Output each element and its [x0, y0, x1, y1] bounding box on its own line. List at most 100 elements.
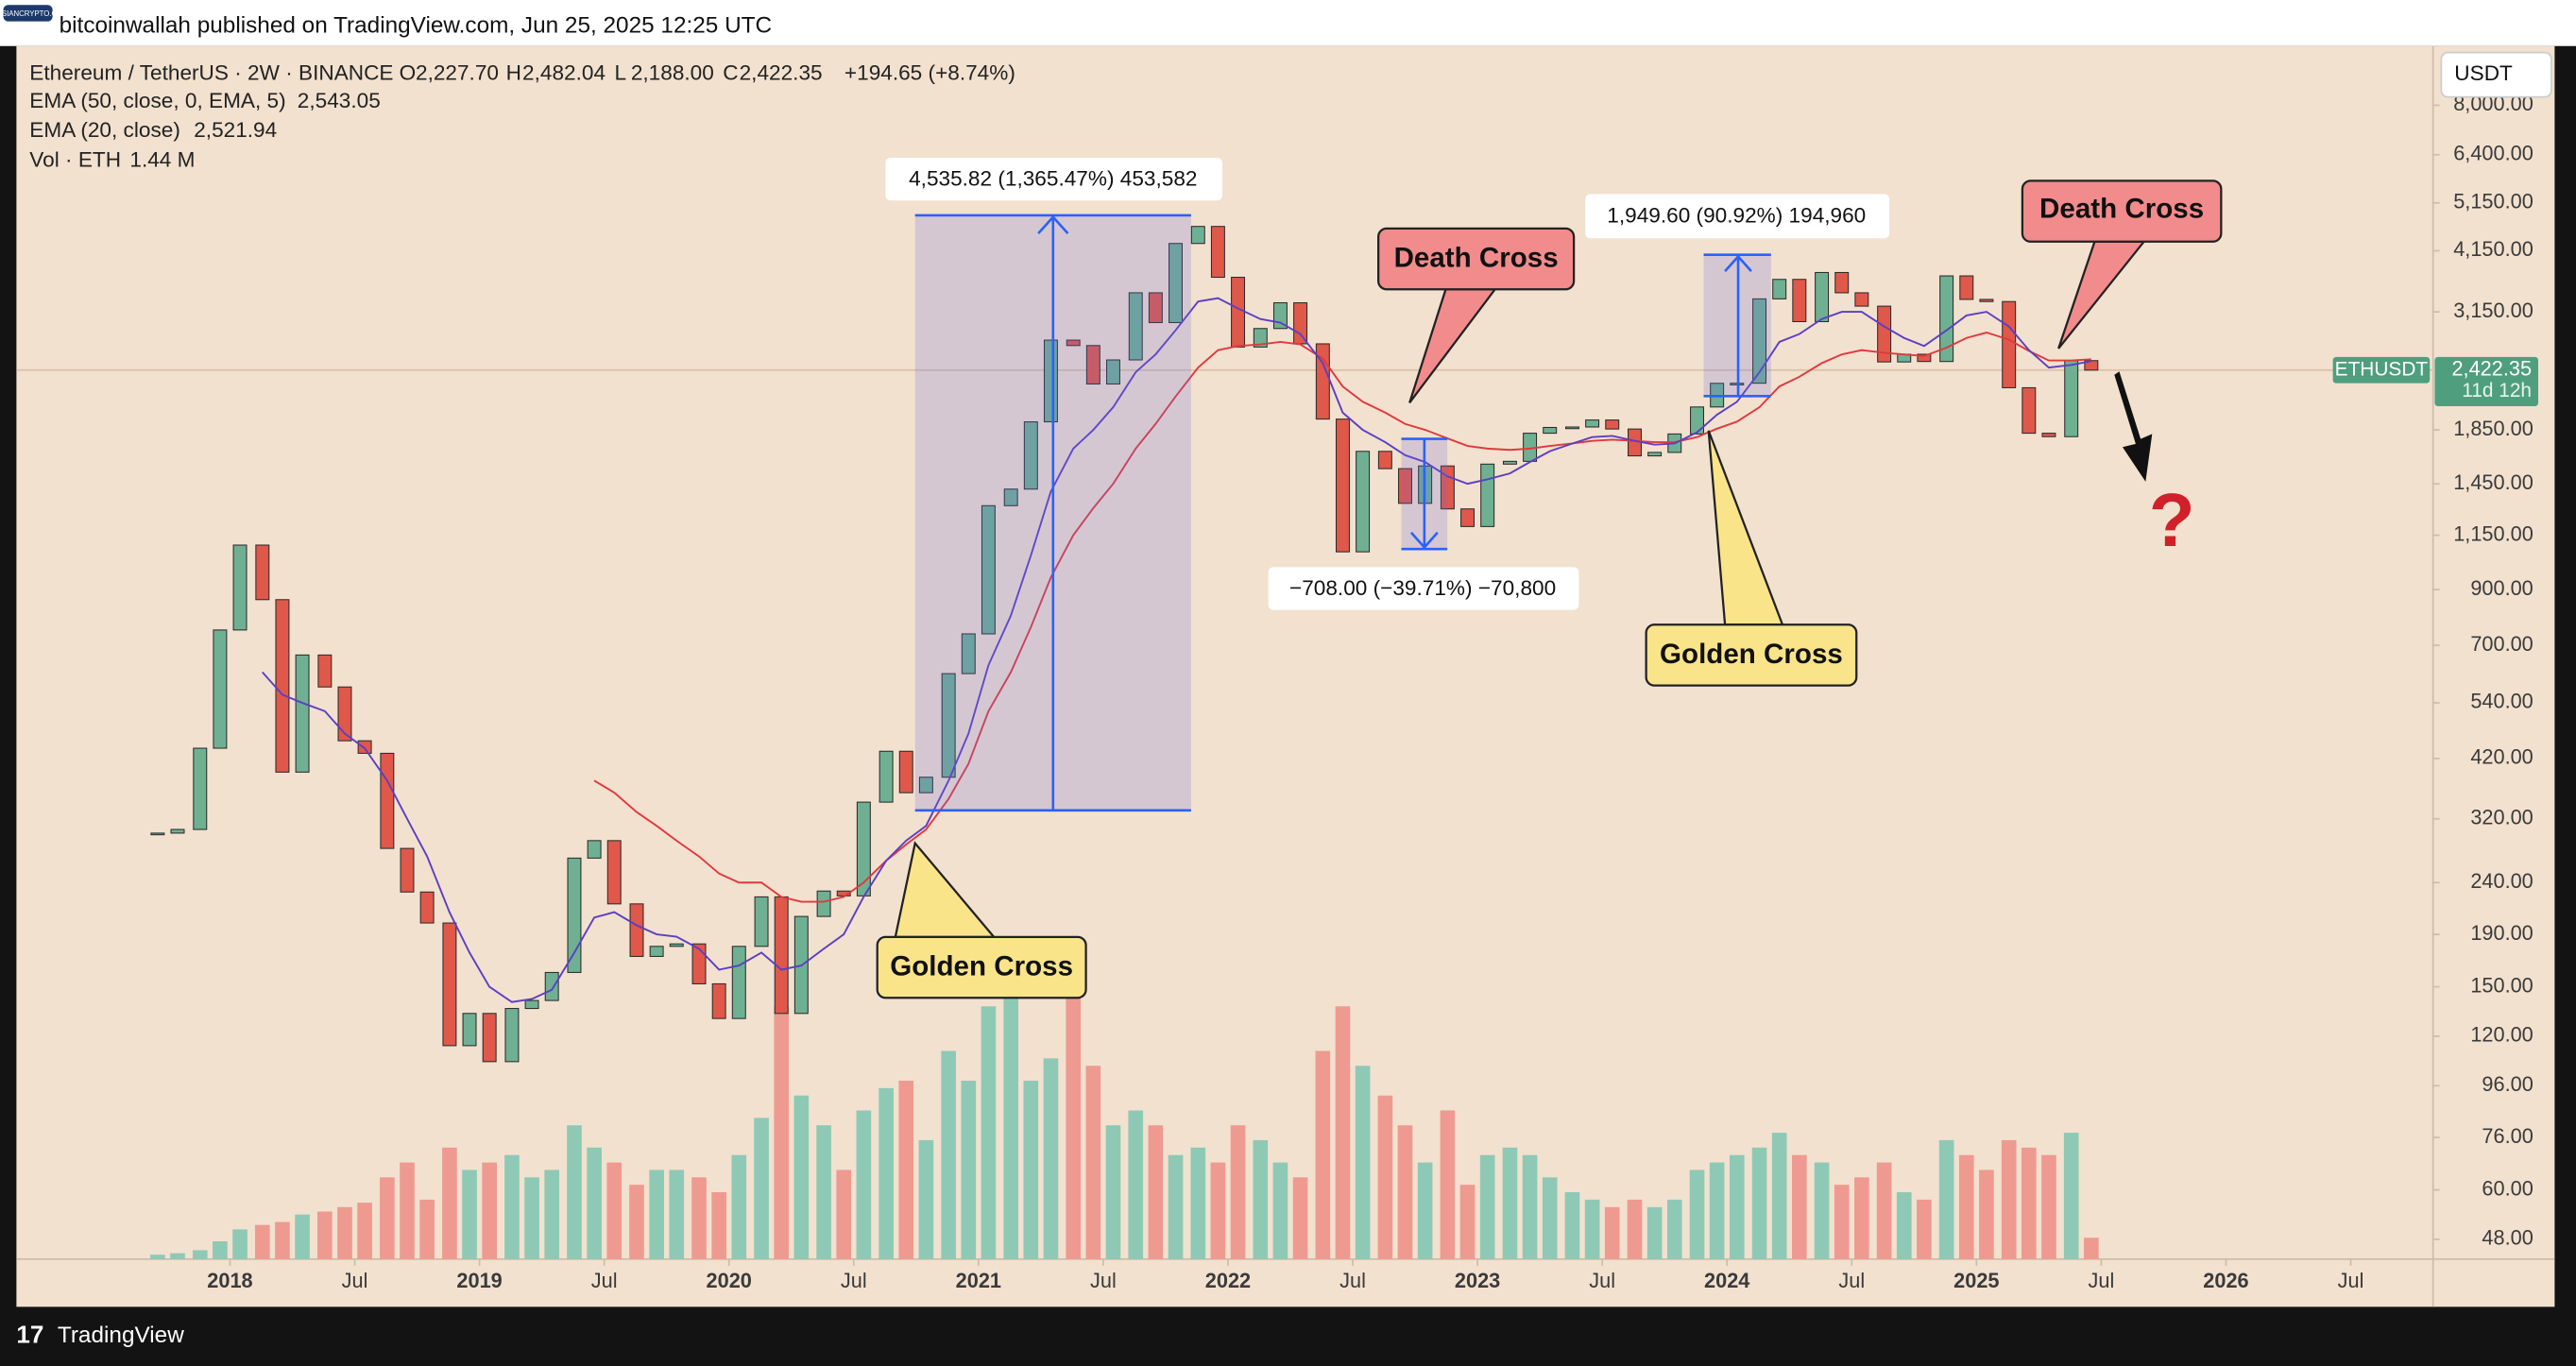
y-tick-label: 700.00: [2470, 632, 2533, 656]
y-tick-label: 1,450.00: [2453, 470, 2533, 494]
ohlc-legend: O 2,227.70 H 2,482.04 L 2,188.00 C 2,422.35 +194…: [400, 60, 1015, 84]
y-tick-label: 60.00: [2482, 1176, 2533, 1200]
volume-bar: [1604, 1206, 1620, 1259]
candle: [1128, 292, 1143, 361]
volume-bar: [380, 1177, 395, 1259]
x-tick-label: 2024: [1704, 1269, 1749, 1292]
volume-bar: [774, 1006, 790, 1259]
volume-bar: [1210, 1162, 1226, 1259]
candle: [2041, 433, 2056, 437]
volume-bar: [1397, 1125, 1413, 1259]
volume-bar: [1253, 1139, 1269, 1259]
question-mark: ?: [2149, 478, 2195, 562]
volume-bar: [1751, 1147, 1767, 1259]
volume-bar: [1355, 1066, 1371, 1259]
candle: [1085, 345, 1100, 385]
candle: [754, 896, 769, 948]
y-tick-label: 420.00: [2470, 745, 2533, 769]
ohlc-key: C: [723, 60, 738, 84]
volume-bar: [1003, 962, 1019, 1259]
candle: [1939, 275, 1954, 363]
legend-entry: EMA (50, close, 0, EMA, 5): [29, 89, 285, 112]
legend-value: 2,521.94: [194, 118, 277, 142]
candle: [1293, 301, 1308, 345]
y-tick-label: 3,150.00: [2453, 299, 2533, 322]
volume-bar: [898, 1080, 914, 1259]
measure-label-box: [1585, 194, 1890, 239]
volume-bar: [816, 1125, 831, 1259]
ema-line: [262, 297, 2091, 1003]
volume-bar: [192, 1250, 208, 1259]
candle: [1398, 468, 1412, 504]
y-tick-label: 96.00: [2482, 1072, 2533, 1096]
y-tick-label: 6,400.00: [2453, 142, 2533, 165]
price-tag-box: [2434, 356, 2538, 407]
candle: [1979, 299, 1994, 302]
volume-bar: [1542, 1177, 1558, 1259]
candle: [1460, 508, 1476, 527]
volume-bar: [1043, 1058, 1059, 1259]
candle: [1585, 419, 1600, 428]
volume-bar: [1709, 1162, 1725, 1259]
x-tick-label: Jul: [841, 1269, 867, 1292]
candle: [898, 750, 913, 794]
volume-bar: [1230, 1125, 1246, 1259]
volume-bar: [1958, 1154, 1974, 1259]
candle: [1356, 451, 1371, 553]
candle: [213, 629, 228, 749]
candle: [981, 504, 996, 635]
candle: [462, 1013, 477, 1047]
volume-bar: [170, 1253, 185, 1259]
candle: [150, 832, 165, 836]
candle: [1854, 292, 1869, 307]
y-tick-label: 190.00: [2470, 921, 2533, 945]
price-tag-countdown: 11d 12h: [2462, 380, 2532, 401]
candle: [419, 891, 435, 924]
candle: [1917, 353, 1932, 363]
volume-bar: [1417, 1162, 1433, 1259]
volume-bar: [482, 1162, 497, 1259]
volume-bar: [1646, 1206, 1663, 1259]
volume-bar: [879, 1087, 894, 1259]
y-tick-label: 5,150.00: [2453, 190, 2533, 213]
candle: [295, 654, 310, 773]
volume-bar: [1814, 1162, 1830, 1259]
currency-label[interactable]: USDT: [2454, 61, 2513, 85]
candle: [1834, 271, 1850, 294]
volume-bar: [1627, 1199, 1643, 1259]
y-tick-label: 540.00: [2470, 690, 2533, 713]
volume-bar: [1128, 1110, 1144, 1259]
y-tick-label: 76.00: [2482, 1124, 2533, 1148]
volume-bar: [1896, 1192, 1912, 1259]
candle: [774, 896, 789, 1015]
volume-bar: [1335, 1006, 1351, 1259]
volume-bar: [1066, 947, 1082, 1259]
legend-value: 2,543.05: [298, 89, 381, 112]
price-tag-name-box: [2332, 356, 2431, 384]
measure-label: −708.00 (−39.71%) −70,800: [1289, 576, 1556, 600]
callout-label: Golden Cross: [890, 951, 1073, 982]
volume-bar: [357, 1203, 372, 1259]
y-tick-label: 320.00: [2470, 806, 2533, 829]
volume-bar: [629, 1185, 644, 1259]
candle: [1231, 276, 1246, 348]
volume-bar: [1148, 1125, 1164, 1259]
volume-bar: [232, 1229, 247, 1259]
candle: [232, 544, 247, 631]
x-tick-label: 2020: [707, 1269, 752, 1292]
volume-bar: [793, 1095, 810, 1259]
volume-bar: [1938, 1139, 1954, 1259]
volume-bar: [1729, 1154, 1745, 1259]
volume-bar: [1834, 1185, 1850, 1259]
candle: [691, 943, 707, 984]
candle: [567, 857, 582, 973]
callout-label: Golden Cross: [1660, 639, 1843, 670]
volume-bar: [981, 1006, 997, 1259]
candle: [275, 599, 290, 773]
volume-bar: [1315, 1050, 1331, 1259]
candle: [1106, 359, 1120, 385]
y-tick-label: 150.00: [2470, 973, 2533, 997]
callout-box: [1377, 227, 1576, 291]
volume-bar: [1292, 1177, 1308, 1259]
currency-button[interactable]: [2440, 51, 2552, 98]
